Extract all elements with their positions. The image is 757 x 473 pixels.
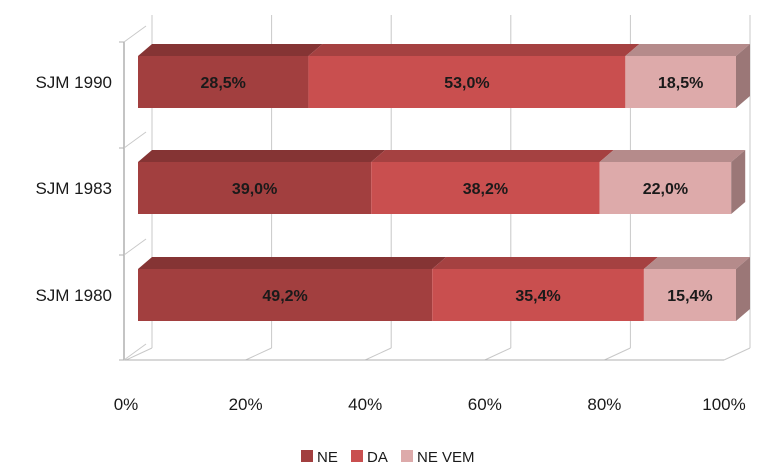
bar-segment: 28,5% xyxy=(138,44,323,108)
bar-front-face xyxy=(138,162,372,214)
bar-front-face xyxy=(138,56,309,108)
data-label: 53,0% xyxy=(444,75,489,92)
floor-gridline xyxy=(245,347,272,361)
legend-item: DA xyxy=(351,449,388,466)
x-tick-label: 40% xyxy=(348,395,382,414)
bar-top-face xyxy=(643,257,750,269)
data-label: 35,4% xyxy=(515,288,560,305)
legend: NE DA NE VEM xyxy=(301,449,475,466)
wall-gridline xyxy=(123,238,147,256)
x-tick-label: 20% xyxy=(229,395,263,414)
bar-front-face xyxy=(432,269,644,321)
category-label: SJM 1990 xyxy=(35,73,112,92)
bar-front-face xyxy=(371,162,600,214)
floor-gridline xyxy=(364,347,392,361)
bar-segment: 35,4% xyxy=(432,257,658,321)
bar-top-face xyxy=(432,257,658,269)
category-labels: SJM 1980 SJM 1983 SJM 1990 xyxy=(35,73,112,305)
bar-side-face xyxy=(736,257,750,321)
floor-gridline xyxy=(723,347,751,361)
legend-label: DA xyxy=(367,449,388,466)
x-tick-label: 60% xyxy=(468,395,502,414)
x-tick-label: 0% xyxy=(114,395,139,414)
bar-top-face xyxy=(138,150,386,162)
bar-segment: 22,0% xyxy=(599,150,746,214)
data-label: 22,0% xyxy=(643,181,688,198)
x-tick-label: 100% xyxy=(702,395,745,414)
bar-front-face xyxy=(138,269,433,321)
legend-label: NE xyxy=(317,449,338,466)
bar-segment: 53,0% xyxy=(308,44,640,108)
data-label: 38,2% xyxy=(463,181,508,198)
bar-front-face xyxy=(643,269,736,321)
legend-item: NE VEM xyxy=(401,449,475,466)
bar-segment: 38,2% xyxy=(371,150,614,214)
legend-label: NE VEM xyxy=(417,449,475,466)
data-label: 18,5% xyxy=(658,75,703,92)
bar-top-face xyxy=(371,150,614,162)
wall-gridline xyxy=(123,131,147,149)
bar-top-face xyxy=(138,44,323,56)
floor-gridline xyxy=(484,347,512,361)
floor-gridline xyxy=(604,347,631,361)
bar-side-face xyxy=(731,150,746,214)
category-label: SJM 1980 xyxy=(35,286,112,305)
legend-swatch xyxy=(301,450,313,462)
data-label: 49,2% xyxy=(262,288,307,305)
bar-segment: 15,4% xyxy=(643,257,750,321)
bar-front-face xyxy=(625,56,736,108)
legend-swatch xyxy=(401,450,413,462)
axis-layer xyxy=(119,25,724,361)
legend-swatch xyxy=(351,450,363,462)
data-label: 15,4% xyxy=(667,288,712,305)
bar-top-face xyxy=(599,150,746,162)
bar-front-face xyxy=(599,162,732,214)
bar-segment: 18,5% xyxy=(625,44,750,108)
wall-gridline xyxy=(123,343,147,361)
legend-item: NE xyxy=(301,449,338,466)
bar-layer: 49,2% 35,4% 15,4% 39,0% 38,2% 22,0% 28,5% 53,0%… xyxy=(138,44,750,321)
category-label: SJM 1983 xyxy=(35,179,112,198)
data-label: 28,5% xyxy=(201,75,246,92)
bar-top-face xyxy=(308,44,640,56)
bar-top-face xyxy=(625,44,750,56)
x-tick-label: 80% xyxy=(587,395,621,414)
bar-segment: 39,0% xyxy=(138,150,386,214)
bar-top-face xyxy=(138,257,447,269)
wall-gridline xyxy=(123,25,147,43)
data-label: 39,0% xyxy=(232,181,277,198)
bar-side-face xyxy=(736,44,750,108)
bar-front-face xyxy=(308,56,626,108)
x-tick-labels: 0% 20% 40% 60% 80% 100% xyxy=(114,395,746,414)
bar-segment: 49,2% xyxy=(138,257,447,321)
floor-gridline xyxy=(125,347,153,361)
